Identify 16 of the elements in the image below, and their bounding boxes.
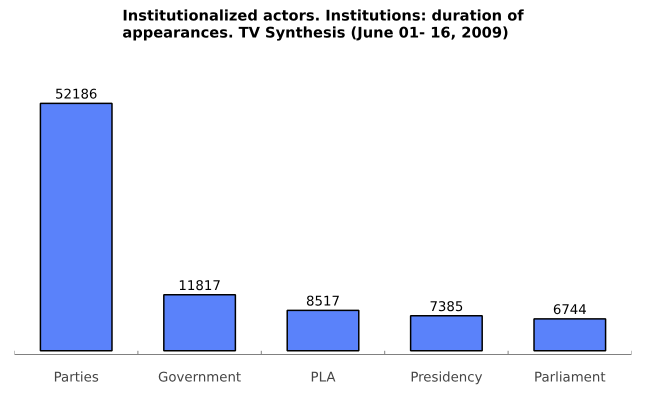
x-tick-label: Parliament	[534, 370, 606, 386]
bar	[40, 102, 113, 352]
data-label: 7385	[429, 300, 464, 315]
bar	[163, 294, 236, 352]
chart-title: Institutionalized actors. Institutions: duration of appearances. TV Synthesis (June 01- 16, 2009)	[122, 8, 524, 42]
x-tick-label: Parties	[54, 370, 99, 386]
bar	[533, 318, 606, 352]
x-tick-label: Presidency	[410, 370, 483, 386]
bar	[410, 315, 483, 352]
x-tick-label: PLA	[310, 370, 336, 386]
data-label: 8517	[306, 294, 340, 310]
data-label: 52186	[55, 87, 98, 102]
data-label: 6744	[552, 302, 587, 318]
bar	[286, 310, 360, 352]
x-tick-label: Government	[158, 370, 242, 386]
data-label: 11817	[178, 278, 221, 294]
